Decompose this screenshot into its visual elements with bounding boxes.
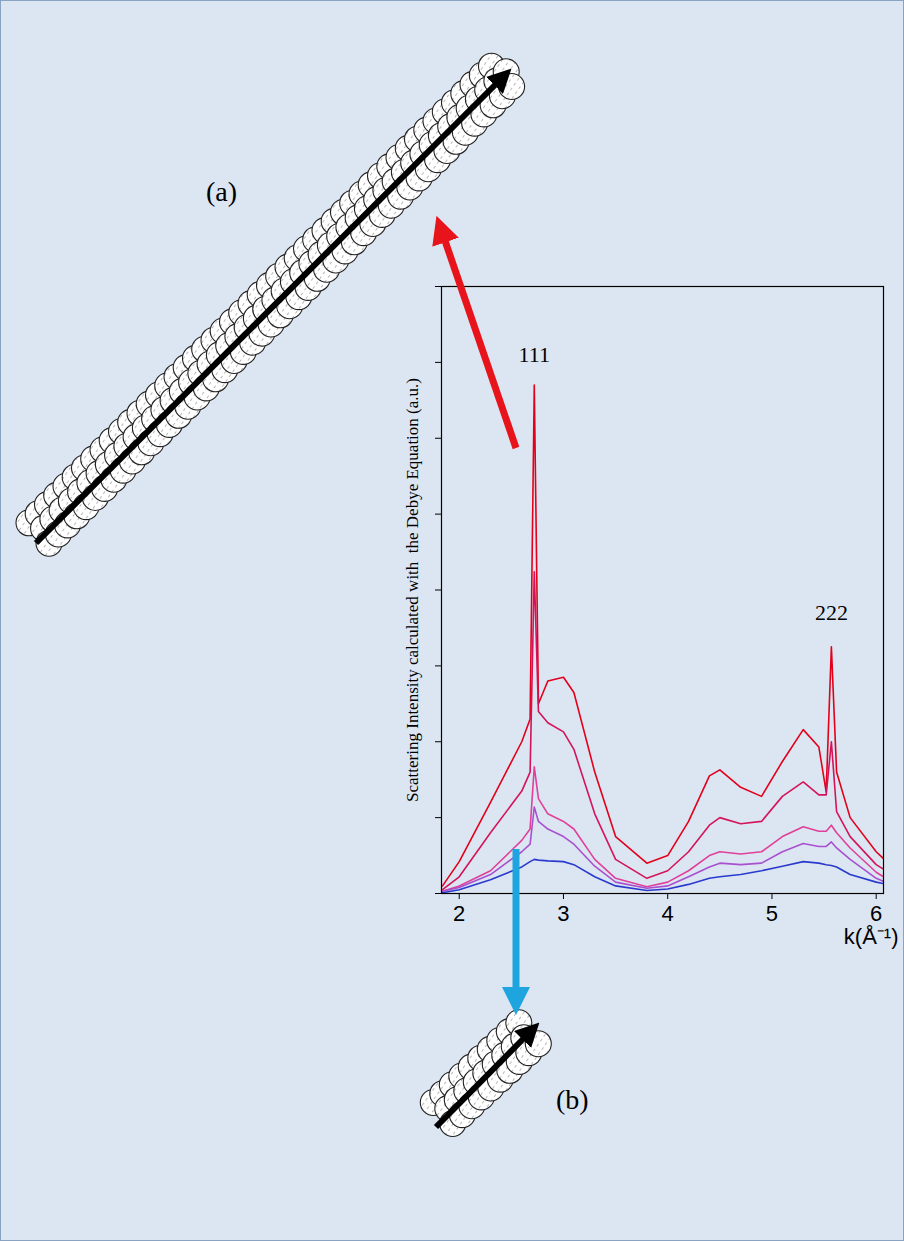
svg-text:(a): (a): [206, 176, 237, 207]
svg-text:5: 5: [766, 901, 778, 926]
svg-text:(b): (b): [556, 1084, 589, 1115]
svg-text:222: 222: [815, 600, 848, 625]
svg-text:4: 4: [662, 901, 674, 926]
svg-text:k(Å⁻¹): k(Å⁻¹): [844, 924, 899, 949]
svg-text:111: 111: [519, 342, 550, 367]
svg-text:2: 2: [453, 901, 465, 926]
svg-text:3: 3: [557, 901, 569, 926]
svg-text:6: 6: [870, 901, 882, 926]
svg-text:Scattering Intensity calculate: Scattering Intensity calculated with the…: [403, 378, 422, 802]
